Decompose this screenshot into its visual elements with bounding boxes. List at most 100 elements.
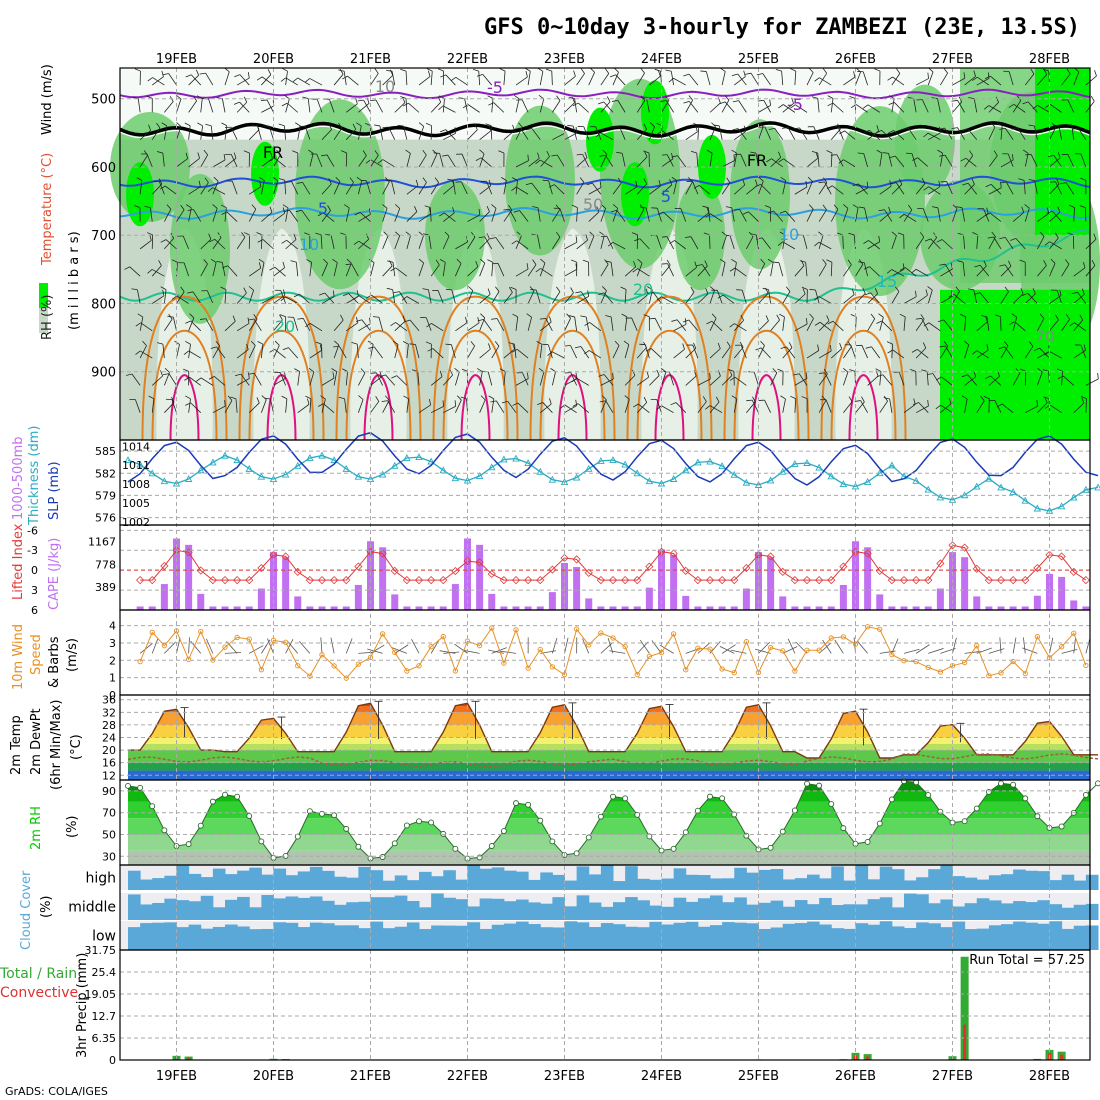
wind-barb-flag [923, 186, 929, 191]
rh-fill-saturated [586, 107, 614, 172]
cloud-bar [807, 874, 820, 890]
wind-barb-flag [258, 262, 262, 269]
wind-barb-flag [726, 177, 731, 183]
wind-barb-flag [814, 241, 820, 247]
wind-barb-flag [807, 176, 813, 182]
wind-barb-flag [732, 128, 739, 131]
wind-barb [843, 76, 856, 86]
wind-barb [915, 183, 926, 195]
wind-barb [176, 126, 182, 140]
wind-barb-flag [335, 176, 341, 182]
wind-speed-marker [586, 642, 592, 648]
wind-barb-flag [1066, 68, 1071, 75]
wind-barb-flag [888, 95, 895, 99]
cloud-bar [249, 929, 262, 950]
wind-barb [285, 398, 288, 413]
wind-barb-flag [713, 124, 720, 127]
wind-barb [361, 319, 371, 332]
cloud-bar [346, 925, 359, 950]
lifted-index-marker [148, 576, 157, 585]
rh2m-marker [694, 807, 701, 814]
wind-barb [149, 207, 153, 222]
wind-barb [666, 154, 674, 168]
wind-speed-marker [379, 631, 386, 637]
cloud-bar [431, 876, 444, 890]
wind-barb-flag [719, 101, 726, 105]
wind-barb-flag [162, 373, 170, 376]
thickness-marker [306, 454, 314, 461]
thickness-marker [1045, 506, 1054, 514]
wind-barb [1039, 347, 1050, 359]
wind-barb-flag [963, 72, 966, 79]
wind-barb [151, 398, 155, 413]
wind-barb-flag [902, 127, 909, 130]
wind-barb-flag [570, 287, 574, 293]
wind-barb [879, 212, 891, 222]
wind-barb-flag [435, 259, 440, 266]
wind-barb [491, 98, 494, 113]
wind-barb-flag [338, 122, 343, 129]
wind-barb [514, 344, 517, 359]
wind-barb-flag [270, 152, 273, 159]
wind-barb-flag [1008, 103, 1015, 108]
rh2m-marker [452, 845, 459, 852]
cloud-bar [564, 880, 578, 890]
wind-barb [771, 158, 783, 168]
wind-barb-flag [1094, 70, 1097, 77]
wind-barb-flag [164, 368, 170, 373]
wind-barb [333, 127, 343, 140]
wind-barb-flag [801, 286, 808, 290]
wind-barb [867, 104, 880, 113]
date-label-top: 22FEB [447, 52, 488, 67]
wind-barb-flag [1003, 341, 1009, 347]
cloud-bar [261, 874, 274, 890]
cloud-bar [600, 906, 614, 920]
wind-barb [729, 235, 735, 250]
wind-barb-flag [658, 179, 661, 186]
wind-barb [1012, 293, 1024, 304]
thickness-marker [791, 459, 799, 467]
cloud-bar [916, 877, 929, 890]
wind-barb [1055, 181, 1062, 195]
cloud-bar [455, 879, 468, 890]
wind-barb [295, 262, 299, 277]
wind-barb-flag [644, 151, 648, 158]
wind-barb [592, 182, 602, 195]
cloud-bar [1049, 921, 1063, 950]
wind-barb-flag [1044, 351, 1050, 356]
temp-tick-label: 32 [102, 706, 116, 719]
cloud-bar [964, 877, 978, 890]
wind-barb-flag [183, 368, 189, 372]
wind-tick-label: 4 [109, 620, 116, 633]
wind-barb-flag [369, 99, 377, 102]
wind-barb-flag [612, 372, 614, 380]
surface-wind-barb [1012, 637, 1017, 654]
wind-barb-flag [823, 177, 828, 183]
wind-barb [418, 126, 425, 140]
frames-layer [119, 67, 1091, 1061]
lifted-index-marker [705, 576, 715, 585]
wind-barb [794, 398, 797, 413]
wind-barb [482, 74, 493, 86]
wind-barb [309, 371, 315, 386]
wind-barb [881, 320, 893, 332]
wind-barb [578, 102, 590, 113]
cloud-bar [976, 898, 990, 920]
wind-barb-flag [340, 232, 347, 236]
wind-barb-flag [779, 231, 786, 236]
rh2m-marker [985, 788, 992, 795]
wind-barb-flag [1067, 232, 1074, 236]
wind-barb-flag [489, 237, 496, 240]
wind-barb-flag [272, 176, 279, 182]
wind-barb-flag [539, 318, 546, 320]
wind-barb-flag [185, 340, 191, 345]
wind-barb [273, 154, 281, 168]
cloud-bar [443, 925, 456, 950]
wind-barb [484, 236, 493, 250]
cape-axis-label: CAPE (J/kg) [47, 538, 62, 610]
wind-barb [964, 376, 976, 386]
isotherm-warm-loop [432, 295, 519, 441]
thickness-marker [985, 474, 993, 482]
wind-barb-flag [614, 340, 620, 346]
wind-barb [646, 98, 650, 113]
